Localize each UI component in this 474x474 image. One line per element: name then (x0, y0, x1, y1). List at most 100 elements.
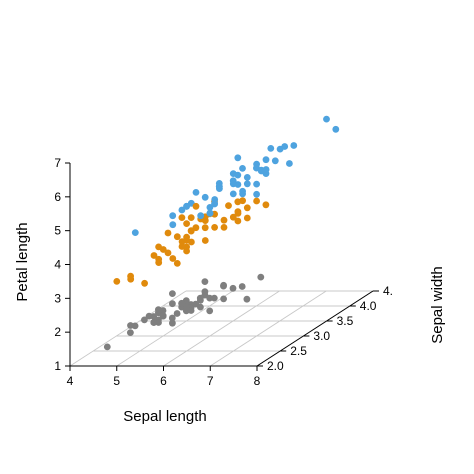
data-point (267, 145, 275, 152)
x-axis-title: Sepal length (123, 408, 206, 425)
data-point (243, 204, 251, 212)
data-point (164, 229, 172, 237)
z-tick-label: 6 (54, 190, 61, 204)
data-point (150, 252, 158, 259)
data-point (323, 115, 330, 123)
chart-axis-labels: 4 5 6 7 8 2.0 2.5 3.0 3.5 4.0 4. 1 2 3 4 5 6 7 Sepal lengt… (14, 156, 446, 425)
data-point (229, 284, 237, 292)
floor-grid-line (163, 290, 280, 367)
data-point (201, 193, 209, 201)
data-point (206, 204, 214, 211)
data-point (173, 233, 181, 241)
data-point (127, 275, 135, 283)
data-point (169, 255, 177, 262)
floor-grid-line (69, 290, 187, 367)
data-point (216, 185, 223, 193)
data-point (229, 170, 237, 178)
data-point (159, 246, 167, 253)
data-point (178, 238, 186, 246)
data-point (253, 197, 260, 205)
chart-points (103, 115, 340, 351)
data-point (192, 202, 200, 210)
z-tick-label: 7 (54, 156, 61, 170)
data-point (178, 299, 186, 307)
y-axis-title: Sepal width (429, 266, 446, 344)
data-point (211, 196, 219, 203)
z-tick-label: 3 (54, 291, 61, 305)
data-point (220, 281, 228, 289)
x-tick-label: 7 (207, 374, 214, 388)
y-tick-label: 2.5 (290, 344, 307, 358)
data-point (178, 214, 186, 222)
data-point (197, 303, 204, 311)
data-point (276, 145, 284, 153)
data-point (131, 229, 139, 237)
data-point (239, 165, 246, 172)
x-tick-label: 6 (160, 374, 167, 388)
data-point (113, 278, 121, 285)
y-tick-label: 4. (383, 284, 393, 298)
data-point (178, 243, 186, 250)
data-point (234, 210, 242, 217)
data-point (229, 190, 237, 198)
data-point (150, 319, 158, 326)
data-point (141, 279, 149, 287)
data-point (243, 180, 251, 188)
data-point (201, 278, 209, 285)
data-point (183, 303, 190, 311)
z-tick-label: 4 (54, 258, 61, 272)
y-tick-label: 3.5 (337, 314, 354, 328)
data-point (164, 249, 172, 257)
data-point (290, 142, 298, 149)
data-point (206, 209, 214, 217)
data-point (229, 213, 237, 221)
data-point (188, 238, 195, 246)
data-point (169, 221, 177, 229)
data-point (197, 296, 204, 304)
data-point (220, 224, 228, 231)
data-point (229, 180, 237, 188)
chart-axes (65, 162, 379, 371)
data-point (173, 310, 181, 317)
data-point (183, 202, 191, 210)
data-point (243, 295, 251, 303)
floor-grid-line (210, 290, 327, 367)
x-tick-label: 4 (67, 374, 74, 388)
data-point (169, 300, 176, 308)
data-point (155, 319, 162, 326)
data-point (201, 224, 209, 232)
data-point (127, 322, 134, 329)
data-point (155, 259, 163, 266)
z-tick-label: 1 (54, 359, 61, 373)
data-point (238, 283, 246, 290)
x-tick-label: 5 (113, 374, 120, 388)
data-point (243, 214, 251, 222)
data-point (178, 206, 186, 214)
data-point (141, 316, 148, 324)
data-point (192, 189, 200, 196)
data-point (332, 125, 340, 133)
y-tick-label: 4.0 (360, 299, 377, 313)
data-point (187, 307, 195, 314)
data-point (183, 220, 191, 228)
data-point (234, 217, 242, 225)
data-point (243, 174, 251, 181)
data-point (168, 314, 176, 322)
data-point (169, 212, 177, 220)
data-point (206, 307, 214, 315)
data-point (253, 160, 260, 168)
data-point (169, 290, 176, 297)
data-point (262, 201, 270, 209)
data-point (271, 157, 279, 165)
z-axis-title: Petal length (14, 222, 31, 301)
data-point (262, 166, 270, 173)
data-point (211, 224, 219, 231)
data-point (206, 294, 214, 302)
data-point (239, 190, 247, 198)
data-point (220, 216, 228, 224)
data-point (103, 343, 111, 351)
data-point (225, 202, 232, 210)
x-tick-label: 8 (254, 374, 261, 388)
